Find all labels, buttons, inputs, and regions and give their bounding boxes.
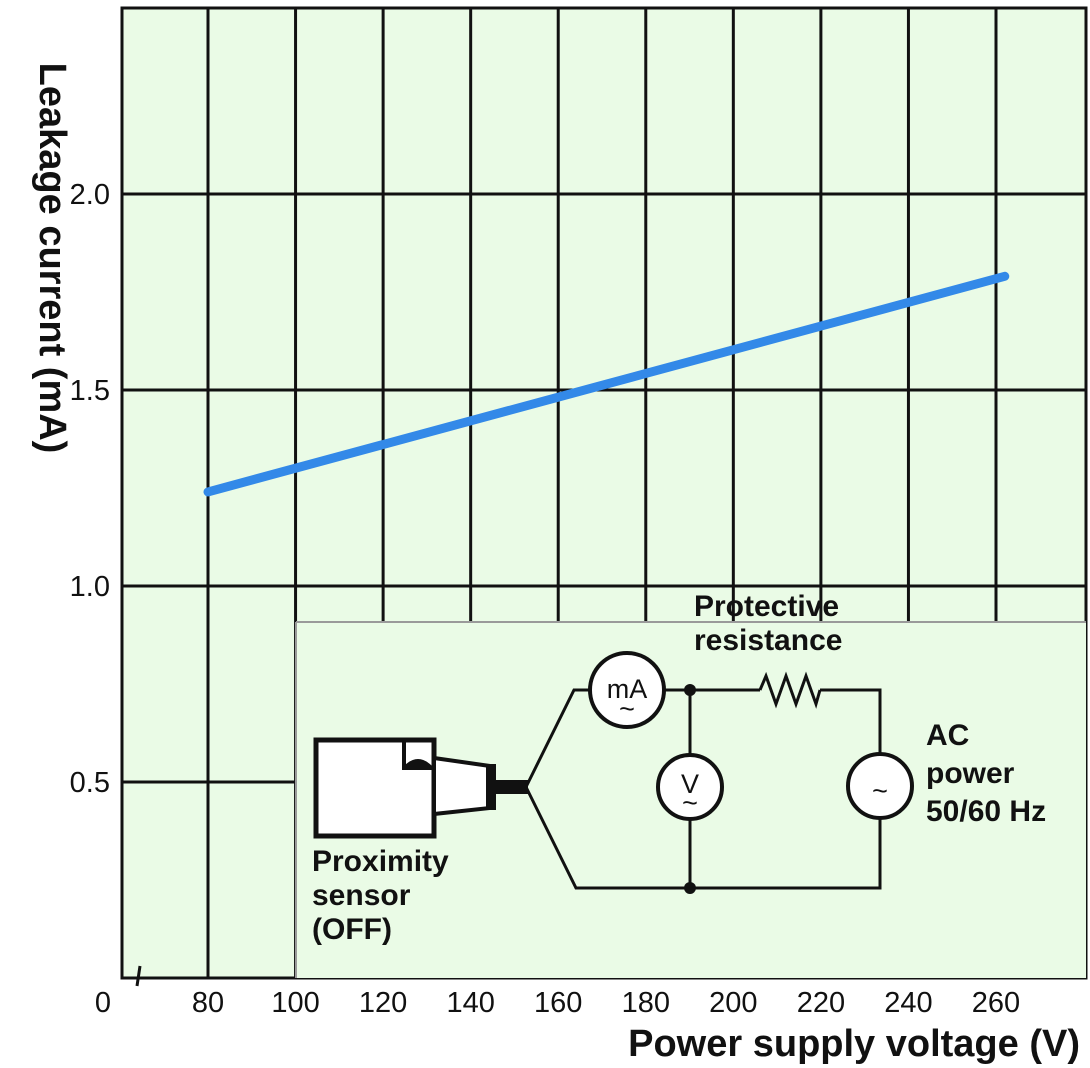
x-axis-title: Power supply voltage (V) [628,1023,1080,1065]
y-axis-title: Leakage current (mA) [31,63,73,454]
x-tick-label: 80 [192,987,224,1019]
svg-text:~: ~ [872,776,888,806]
x-tick-label: 240 [884,987,932,1019]
y-tick-label: 1.0 [70,571,110,603]
circuit-inset: mA ~ V ~ ~ Protective resistance AC powe… [296,590,1086,978]
voltmeter-icon: V ~ [658,755,722,819]
x-tick-label: 260 [972,987,1020,1019]
svg-text:~: ~ [682,788,698,818]
x-tick-label: 180 [622,987,670,1019]
x-tick-label: 140 [446,987,494,1019]
x-origin-label: 0 [95,987,111,1019]
ac-source-icon: ~ [848,754,912,818]
junction-dot-top [684,684,696,696]
y-tick-label: 0.5 [70,767,110,799]
y-tick-label: 2.0 [70,179,110,211]
x-tick-label: 120 [359,987,407,1019]
x-tick-label: 160 [534,987,582,1019]
ammeter-icon: mA ~ [590,653,664,727]
protective-resistance-label: Protective resistance [694,590,847,657]
x-tick-label: 220 [797,987,845,1019]
y-tick-label: 1.5 [70,375,110,407]
svg-text:~: ~ [619,694,635,724]
x-tick-label: 200 [709,987,757,1019]
junction-dot-bottom [684,882,696,894]
x-tick-label: 100 [271,987,319,1019]
